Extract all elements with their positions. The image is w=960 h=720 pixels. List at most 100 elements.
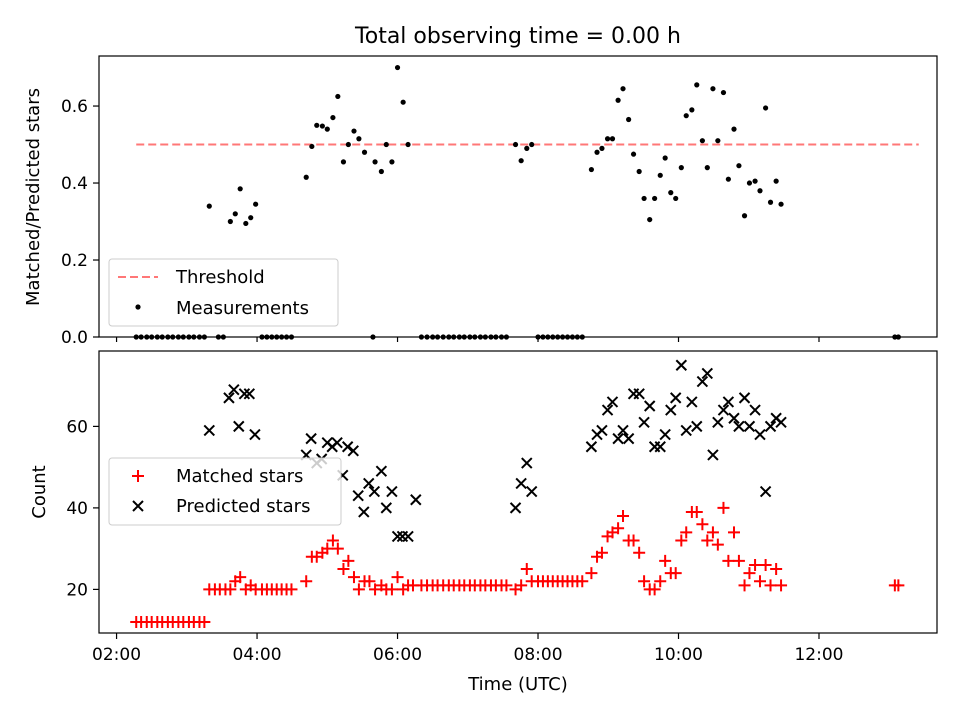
measurement-point	[253, 201, 259, 207]
legend-matched-label: Matched stars	[176, 466, 303, 487]
matched-star-point	[198, 615, 211, 628]
matched-star-point	[347, 571, 360, 584]
measurement-point	[620, 86, 626, 92]
matched-star-point	[659, 554, 672, 567]
matched-star-point	[706, 526, 719, 539]
matched-star-point	[753, 575, 766, 588]
predicted-star-point	[775, 416, 787, 429]
measurement-point	[757, 188, 763, 194]
predicted-star-point	[749, 404, 761, 416]
matched-star-point	[300, 575, 313, 588]
measurement-point	[588, 166, 595, 173]
predicted-star-point	[305, 432, 317, 445]
predicted-star-point	[717, 404, 730, 416]
measurement-point	[710, 86, 716, 92]
measurement-point	[678, 165, 684, 171]
chart-title: Total observing time = 0.00 h	[354, 24, 681, 49]
matched-star-point	[648, 583, 661, 596]
matched-star-point	[732, 554, 745, 567]
predicted-star-point	[696, 375, 709, 388]
predicted-star-point	[363, 477, 375, 490]
predicted-star-point	[352, 489, 364, 502]
matched-star-point	[285, 583, 298, 596]
predicted-star-point	[738, 392, 751, 404]
matched-star-point	[337, 563, 350, 576]
predicted-star-point	[701, 367, 714, 380]
measurement-point	[668, 190, 674, 196]
top-panel: 0.0 0.2 0.4 0.6 Matched/Predicted stars Thr…	[23, 55, 938, 348]
predicted-star-point	[691, 420, 703, 433]
predicted-star-point	[675, 359, 688, 371]
bottom-y-tick-label: 20	[66, 580, 88, 600]
measurement-point	[630, 151, 637, 157]
measurement-point	[206, 203, 212, 209]
measurement-point	[694, 82, 700, 88]
measurement-point	[232, 211, 238, 217]
matched-star-point	[352, 583, 365, 596]
bottom-y-axis-label: Count	[29, 465, 50, 518]
predicted-star-point	[410, 494, 422, 506]
measurement-point	[529, 141, 535, 148]
matched-star-point	[369, 583, 382, 596]
predicted-star-point	[606, 396, 619, 408]
measurement-point	[356, 136, 362, 142]
predicted-star-point	[759, 485, 772, 498]
top-y-tick-label: 0.4	[61, 174, 88, 194]
predicted-star-point	[764, 420, 777, 433]
top-plot-frame	[98, 55, 938, 338]
predicted-star-point	[203, 424, 215, 437]
measurement-point	[725, 176, 731, 182]
measurement-point	[662, 155, 668, 161]
matched-star-point	[224, 583, 237, 596]
legend-predicted-label: Predicted stars	[176, 496, 310, 517]
predicted-star-point	[617, 424, 629, 437]
measurement-point	[330, 114, 336, 121]
top-y-tick-label: 0.6	[61, 97, 88, 117]
predicted-star-point	[712, 416, 724, 429]
top-legend: Threshold Measurements	[108, 258, 339, 327]
matched-star-point	[738, 579, 751, 592]
measurement-point	[400, 99, 406, 105]
legend-threshold-label: Threshold	[175, 267, 265, 288]
matched-star-point	[633, 546, 646, 559]
measurement-point	[604, 136, 611, 142]
predicted-star-point	[754, 428, 766, 441]
predicted-star-point	[347, 445, 359, 457]
measurement-point	[647, 216, 653, 223]
measurement-point	[704, 165, 710, 171]
predicted-star-point	[722, 396, 735, 408]
bottom-y-tick-label: 40	[66, 499, 88, 519]
predicted-star-point	[601, 404, 614, 416]
measurement-point	[752, 178, 758, 184]
measurement-point	[615, 97, 621, 103]
matched-star-point	[669, 567, 682, 580]
measurement-point	[636, 168, 642, 175]
matched-star-point	[363, 575, 376, 588]
predicted-star-point	[402, 530, 414, 543]
legend-matched-swatch	[132, 470, 144, 482]
predicted-star-point	[249, 428, 261, 441]
measurement-point	[641, 195, 647, 202]
measurement-point	[389, 159, 395, 165]
measurement-point	[335, 93, 341, 100]
matched-star-point	[326, 534, 339, 547]
legend-predicted-swatch	[132, 500, 144, 512]
bottom-legend: Matched stars Predicted stars	[108, 457, 342, 526]
top-axes: 0.0 0.2 0.4 0.6	[61, 97, 820, 348]
predicted-star-point	[515, 477, 527, 490]
top-legend-box	[108, 258, 339, 327]
measurement-point	[248, 215, 254, 221]
measurement-point	[324, 126, 330, 132]
bottom-legend-box	[108, 457, 342, 526]
measurement-point	[361, 149, 368, 155]
matched-star-point	[749, 558, 762, 571]
predicted-star-point	[525, 485, 538, 498]
matched-star-point	[612, 522, 625, 535]
predicted-star-point	[228, 384, 240, 396]
matched-star-point	[385, 583, 398, 596]
legend-measurements-label: Measurements	[176, 298, 309, 319]
measurement-point	[599, 145, 605, 151]
matched-star-point	[515, 579, 528, 592]
predicted-star-point	[659, 428, 671, 441]
x-axis: 02:00 04:00 06:00 08:00 10:00 12:00	[92, 633, 843, 665]
